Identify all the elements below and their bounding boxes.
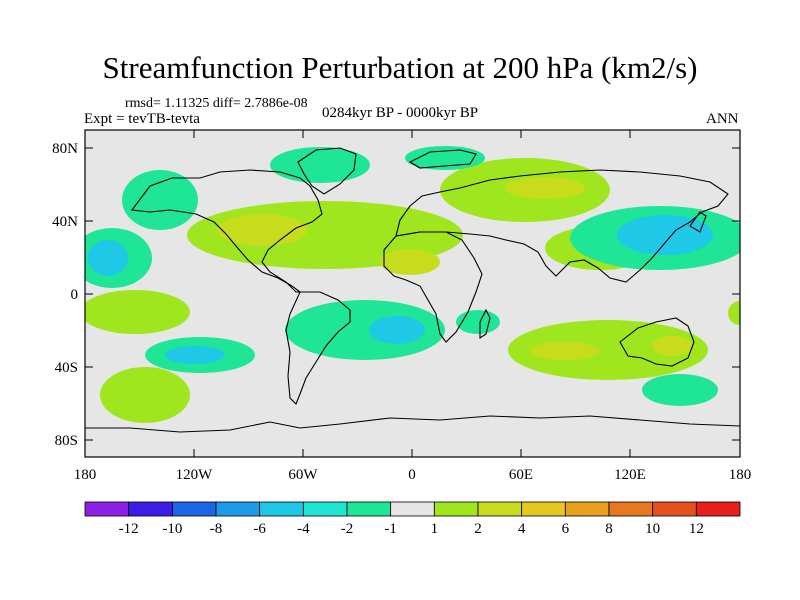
colorbar-label: 8 (605, 521, 613, 537)
colorbar-swatch (433, 501, 479, 517)
coast-svalbard (408, 149, 477, 169)
lat-tick-label: 80S (55, 433, 78, 449)
colorbar-swatch (652, 501, 697, 517)
lon-tick-label: 180 (729, 467, 752, 483)
map-background (85, 130, 740, 457)
period-label: 0284kyr BP - 0000kyr BP (322, 105, 479, 121)
contour-australia-core (652, 336, 692, 356)
lat-tick-label: 40S (55, 360, 78, 376)
coast-madagascar (479, 308, 491, 340)
lon-tick-label: 120E (614, 467, 646, 483)
lon-tick-label: 120W (176, 467, 214, 483)
contour-date-line (728, 301, 740, 325)
contour-alaska (122, 170, 198, 230)
contour-australia (508, 320, 708, 380)
colorbar-swatch (215, 501, 261, 517)
colorbar-label: -1 (384, 521, 397, 537)
season-label: ANN (706, 111, 739, 127)
colorbar (84, 501, 741, 517)
contour-south-atlantic-core (369, 316, 425, 344)
coast-north-america (130, 169, 323, 293)
lon-tick-label: 60E (509, 467, 533, 483)
colorbar-label: 12 (689, 521, 704, 537)
colorbar-label: -2 (341, 521, 354, 537)
contour-west-pacific-core (617, 215, 713, 255)
colorbar-swatch (521, 501, 566, 517)
colorbar-label: -12 (119, 521, 139, 537)
lon-tick-label: 0 (408, 467, 416, 483)
latitude-labels: 80N 40N 0 40S 80S (52, 141, 78, 449)
colorbar-swatch (302, 501, 348, 517)
longitude-labels: 180 120W 60W 0 60E 120E 180 (74, 467, 752, 483)
coast-africa (383, 231, 483, 343)
colorbar-swatch (564, 501, 610, 517)
lat-tick-label: 80N (52, 141, 78, 157)
stats-text: rmsd= 1.11325 diff= 2.7886e-08 (125, 96, 308, 111)
coast-south-america (285, 291, 351, 405)
coastlines (85, 147, 740, 433)
colorbar-label: -6 (253, 521, 266, 537)
colorbar-label: 2 (474, 521, 482, 537)
colorbar-label: 4 (518, 521, 526, 537)
colorbar-swatch (171, 501, 217, 517)
lon-tick-label: 60W (288, 467, 318, 483)
colorbar-label: -4 (297, 521, 310, 537)
coast-japan (689, 211, 707, 233)
colorbar-swatch (390, 501, 435, 517)
contour-south-atlantic (285, 300, 445, 360)
colorbar-swatch (695, 501, 741, 517)
plot-title: Streamfunction Perturbation at 200 hPa (… (102, 50, 698, 85)
coast-greenland (297, 147, 357, 195)
contour-southeast-pacific-core (165, 346, 225, 364)
colorbar-swatch (477, 501, 523, 517)
colorbar-label: -8 (210, 521, 223, 537)
contour-indian-core (530, 342, 600, 360)
lat-tick-label: 0 (71, 287, 79, 303)
contour-fills (85, 146, 740, 423)
coast-eurasia (395, 169, 729, 283)
colorbar-label: 1 (431, 521, 439, 537)
colorbar-label: 10 (645, 521, 660, 537)
coast-australia (619, 317, 695, 367)
colorbar-labels: -12 -10 -8 -6 -4 -2 -1 1 2 4 6 8 10 12 (119, 521, 704, 537)
lat-tick-label: 40N (52, 214, 78, 230)
contour-greenland (270, 147, 370, 183)
contour-eurasia-core (505, 177, 585, 199)
contour-north-america-core (217, 214, 307, 246)
experiment-label: Expt = tevTB-tevta (84, 111, 200, 127)
contour-south-pacific (100, 367, 190, 423)
colorbar-swatch (346, 501, 392, 517)
colorbar-swatch (128, 501, 173, 517)
colorbar-label: 6 (562, 521, 570, 537)
colorbar-swatch (608, 501, 654, 517)
coast-antarctica (85, 415, 740, 433)
tick-marks (85, 130, 740, 457)
colorbar-label: -10 (162, 521, 182, 537)
lon-tick-label: 180 (74, 467, 97, 483)
colorbar-swatch (259, 501, 304, 517)
contour-tasman (642, 374, 718, 406)
contour-central-pacific-core (88, 240, 128, 276)
contour-africa-core (380, 249, 440, 275)
colorbar-swatch (84, 501, 130, 517)
contour-east-pacific (85, 290, 190, 334)
